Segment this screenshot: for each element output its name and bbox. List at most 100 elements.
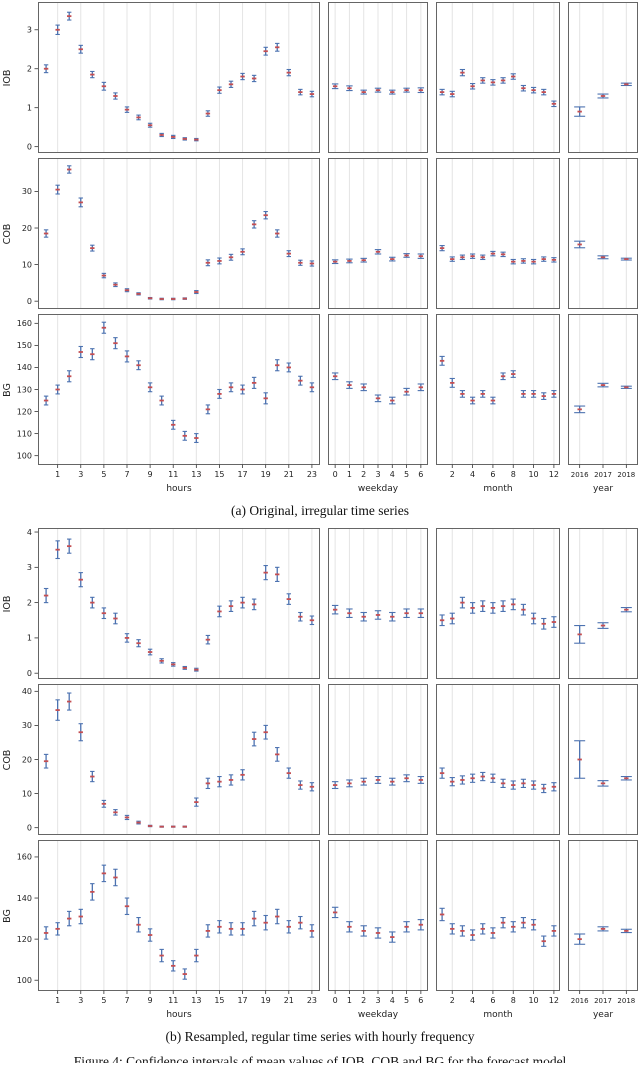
- svg-text:10: 10: [22, 789, 32, 798]
- svg-text:7: 7: [124, 996, 129, 1005]
- svg-text:30: 30: [22, 187, 32, 196]
- svg-text:year: year: [593, 1010, 613, 1020]
- svg-text:BG: BG: [2, 383, 13, 397]
- svg-text:13: 13: [191, 470, 201, 479]
- svg-text:1: 1: [55, 470, 60, 479]
- panel-a-cob-row: COB 0 10 20 30: [2, 158, 638, 309]
- svg-text:4: 4: [470, 470, 475, 479]
- svg-text:30: 30: [22, 721, 32, 730]
- svg-text:120: 120: [17, 935, 32, 944]
- svg-text:COB: COB: [2, 224, 13, 245]
- svg-text:140: 140: [17, 894, 32, 903]
- svg-text:21: 21: [284, 996, 294, 1005]
- svg-text:19: 19: [261, 996, 271, 1005]
- svg-text:0: 0: [333, 996, 338, 1005]
- svg-text:160: 160: [17, 853, 32, 862]
- svg-text:IOB: IOB: [2, 70, 13, 87]
- svg-text:140: 140: [17, 363, 32, 372]
- svg-text:6: 6: [490, 996, 495, 1005]
- svg-text:month: month: [483, 484, 512, 494]
- svg-text:2017: 2017: [594, 471, 612, 479]
- svg-text:4: 4: [390, 996, 395, 1005]
- svg-text:13: 13: [191, 996, 201, 1005]
- svg-text:8: 8: [511, 996, 516, 1005]
- svg-text:8: 8: [511, 470, 516, 479]
- svg-text:3: 3: [27, 563, 32, 572]
- svg-text:9: 9: [148, 470, 153, 479]
- svg-text:1: 1: [55, 996, 60, 1005]
- svg-text:5: 5: [101, 996, 106, 1005]
- panel-a-iob-row: IOB 0 1 2 3: [2, 2, 638, 153]
- svg-text:2018: 2018: [617, 997, 635, 1005]
- svg-text:2016: 2016: [571, 997, 589, 1005]
- svg-text:2: 2: [361, 996, 366, 1005]
- svg-text:130: 130: [17, 385, 32, 394]
- svg-text:3: 3: [375, 996, 380, 1005]
- svg-text:17: 17: [237, 996, 247, 1005]
- panel-b-charts: IOB 0 1 2 3 4 COB 0 10 20 30 40 BG 100 120 140 160 1 3 5 7 9 1…: [0, 528, 640, 1024]
- svg-text:IOB: IOB: [2, 596, 13, 613]
- svg-text:0: 0: [27, 142, 32, 151]
- svg-text:2017: 2017: [594, 997, 612, 1005]
- svg-text:4: 4: [27, 528, 32, 537]
- svg-text:11: 11: [168, 996, 178, 1005]
- svg-text:3: 3: [78, 996, 83, 1005]
- svg-text:4: 4: [470, 996, 475, 1005]
- svg-text:9: 9: [148, 996, 153, 1005]
- svg-text:1: 1: [347, 996, 352, 1005]
- figure-caption: Figure 4: Confidence intervals of mean v…: [0, 1054, 640, 1063]
- svg-text:weekday: weekday: [358, 484, 399, 494]
- svg-text:11: 11: [168, 470, 178, 479]
- svg-text:month: month: [483, 1010, 512, 1020]
- svg-text:6: 6: [418, 470, 423, 479]
- svg-text:10: 10: [528, 996, 538, 1005]
- svg-text:0: 0: [27, 669, 32, 678]
- svg-text:hours: hours: [166, 1010, 192, 1020]
- svg-text:10: 10: [22, 260, 32, 269]
- svg-text:5: 5: [404, 996, 409, 1005]
- panel-a-caption: (a) Original, irregular time series: [230, 503, 410, 518]
- svg-text:150: 150: [17, 341, 32, 350]
- panel-b: IOB 0 1 2 3 4 COB 0 10 20 30 40 BG 100 120 140 160 1 3 5 7 9 1…: [0, 528, 640, 1045]
- svg-text:100: 100: [17, 451, 32, 460]
- svg-text:15: 15: [214, 996, 224, 1005]
- svg-text:15: 15: [214, 470, 224, 479]
- svg-text:40: 40: [22, 687, 32, 696]
- svg-text:2: 2: [361, 470, 366, 479]
- panel-b-iob-row: IOB 0 1 2 3 4: [2, 528, 638, 679]
- svg-text:hours: hours: [166, 484, 192, 494]
- panel-b-caption: (b) Resampled, regular time series with …: [165, 1029, 475, 1044]
- svg-text:weekday: weekday: [358, 1010, 399, 1020]
- svg-text:0: 0: [27, 823, 32, 832]
- svg-text:2: 2: [450, 470, 455, 479]
- svg-text:1: 1: [27, 103, 32, 112]
- svg-text:2018: 2018: [617, 471, 635, 479]
- svg-text:5: 5: [404, 470, 409, 479]
- svg-text:2: 2: [27, 598, 32, 607]
- svg-text:10: 10: [528, 470, 538, 479]
- svg-text:0: 0: [333, 470, 338, 479]
- figure-caption-text: Figure 4: Confidence intervals of mean v…: [73, 1054, 567, 1063]
- svg-text:6: 6: [418, 996, 423, 1005]
- panel-b-cob-row: COB 0 10 20 30 40: [2, 684, 638, 835]
- svg-text:12: 12: [549, 996, 559, 1005]
- svg-text:120: 120: [17, 407, 32, 416]
- svg-text:7: 7: [124, 470, 129, 479]
- svg-text:0: 0: [27, 297, 32, 306]
- svg-text:5: 5: [101, 470, 106, 479]
- svg-text:2: 2: [450, 996, 455, 1005]
- svg-text:20: 20: [22, 755, 32, 764]
- svg-text:year: year: [593, 484, 613, 494]
- svg-text:23: 23: [307, 470, 317, 479]
- svg-text:1: 1: [27, 634, 32, 643]
- svg-text:12: 12: [549, 470, 559, 479]
- svg-text:20: 20: [22, 224, 32, 233]
- svg-text:17: 17: [237, 470, 247, 479]
- svg-text:160: 160: [17, 319, 32, 328]
- svg-text:3: 3: [27, 26, 32, 35]
- svg-text:BG: BG: [2, 909, 13, 923]
- svg-text:6: 6: [490, 470, 495, 479]
- svg-text:23: 23: [307, 996, 317, 1005]
